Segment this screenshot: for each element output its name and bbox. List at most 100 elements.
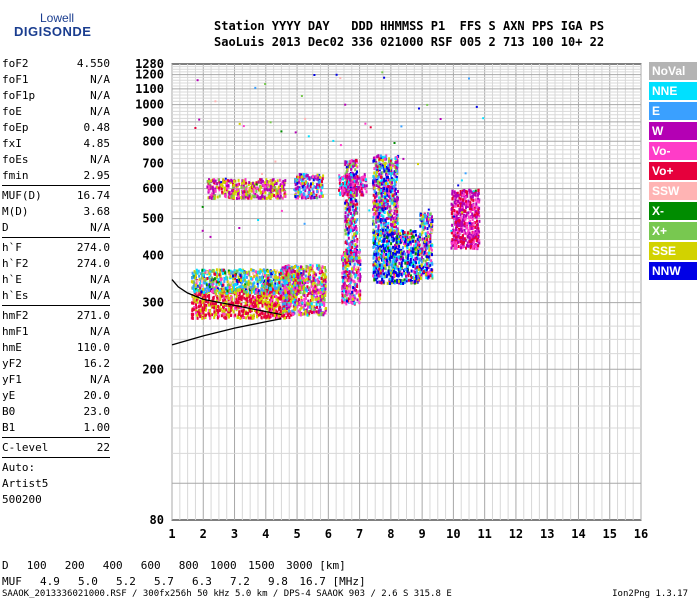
echo-point (396, 250, 399, 254)
echo-point (273, 277, 275, 281)
echo-point (380, 249, 383, 253)
param-name: yF1 (2, 373, 22, 386)
echo-point (306, 185, 309, 189)
echo-point (351, 228, 354, 232)
echo-point (348, 203, 351, 207)
echo-point (349, 223, 352, 227)
echo-point (385, 185, 388, 189)
echo-point (320, 277, 323, 280)
echo-point (204, 287, 207, 291)
echo-point (393, 178, 396, 182)
echo-point (394, 252, 397, 256)
echo-point (347, 233, 350, 237)
echo-point (346, 264, 349, 267)
echo-point (219, 271, 222, 275)
echo-point (211, 285, 214, 289)
echo-point (249, 193, 252, 196)
param-name: fmin (2, 169, 29, 182)
echo-point (309, 185, 312, 188)
echo-point (282, 309, 285, 313)
echo-point (323, 275, 326, 279)
echo-point (264, 290, 267, 293)
echo-point (346, 207, 349, 211)
echo-point (355, 289, 358, 292)
echo-point (272, 306, 275, 310)
echo-point (389, 172, 392, 176)
echo-point (373, 167, 376, 170)
param-name: hmE (2, 341, 22, 354)
echo-point (283, 181, 286, 185)
echo-point (284, 179, 287, 183)
echo-point (380, 274, 383, 278)
echo-point (276, 276, 279, 280)
echo-point (284, 302, 287, 306)
echo-point (319, 308, 322, 312)
echo-point (252, 194, 255, 198)
echo-point (242, 279, 244, 283)
echo-point (239, 288, 241, 292)
echo-point (399, 250, 402, 254)
echo-point (409, 231, 412, 235)
echo-point (409, 253, 412, 257)
param-name: MUF(D) (2, 189, 42, 202)
echo-point (408, 235, 411, 239)
echo-point (377, 229, 379, 233)
echo-point (393, 165, 396, 169)
echo-point (386, 228, 389, 232)
echo-point (215, 285, 218, 289)
echo-point (202, 273, 205, 277)
echo-point (305, 264, 308, 268)
echo-point (232, 187, 235, 191)
echo-point (359, 272, 361, 276)
echo-point (356, 218, 359, 222)
echo-point (198, 277, 201, 281)
echo-point (255, 181, 258, 185)
echo-point (386, 189, 389, 193)
echo-point (298, 194, 301, 198)
echo-point (376, 210, 379, 214)
echo-point (292, 313, 295, 316)
echo-point (392, 259, 395, 263)
echo-point (280, 280, 283, 284)
echo-point (314, 284, 317, 288)
echo-point (298, 267, 301, 271)
echo-point (390, 242, 393, 246)
echo-point (256, 270, 259, 274)
echo-point (410, 269, 413, 273)
echo-point (375, 242, 378, 246)
echo-point (373, 278, 376, 282)
echo-point (399, 232, 402, 236)
echo-point (246, 282, 248, 286)
echo-point (385, 252, 388, 256)
echo-point (387, 199, 390, 203)
echo-point (277, 187, 280, 191)
echo-point (383, 157, 386, 161)
echo-point (374, 237, 377, 241)
echo-point (244, 178, 247, 182)
echo-point (425, 262, 428, 266)
echo-point (410, 276, 413, 279)
echo-point (424, 213, 426, 217)
echo-point (276, 287, 278, 291)
echo-point (373, 230, 376, 234)
echo-point (311, 291, 314, 295)
echo-point (201, 272, 204, 276)
echo-point (261, 179, 264, 183)
echo-point (402, 256, 405, 260)
echo-point (355, 234, 357, 238)
echo-point (349, 274, 352, 278)
echo-point (430, 244, 433, 248)
echo-point (347, 264, 350, 268)
echo-point (297, 190, 300, 194)
echo-point (261, 269, 264, 273)
echo-point (386, 242, 389, 246)
echo-point (356, 200, 359, 204)
echo-point (245, 190, 248, 194)
echo-point (405, 259, 408, 263)
echo-point (195, 281, 198, 285)
echo-point (249, 300, 252, 304)
echo-point (196, 297, 199, 301)
echo-point (233, 183, 236, 187)
echo-point (216, 312, 218, 316)
echo-point (414, 230, 417, 233)
